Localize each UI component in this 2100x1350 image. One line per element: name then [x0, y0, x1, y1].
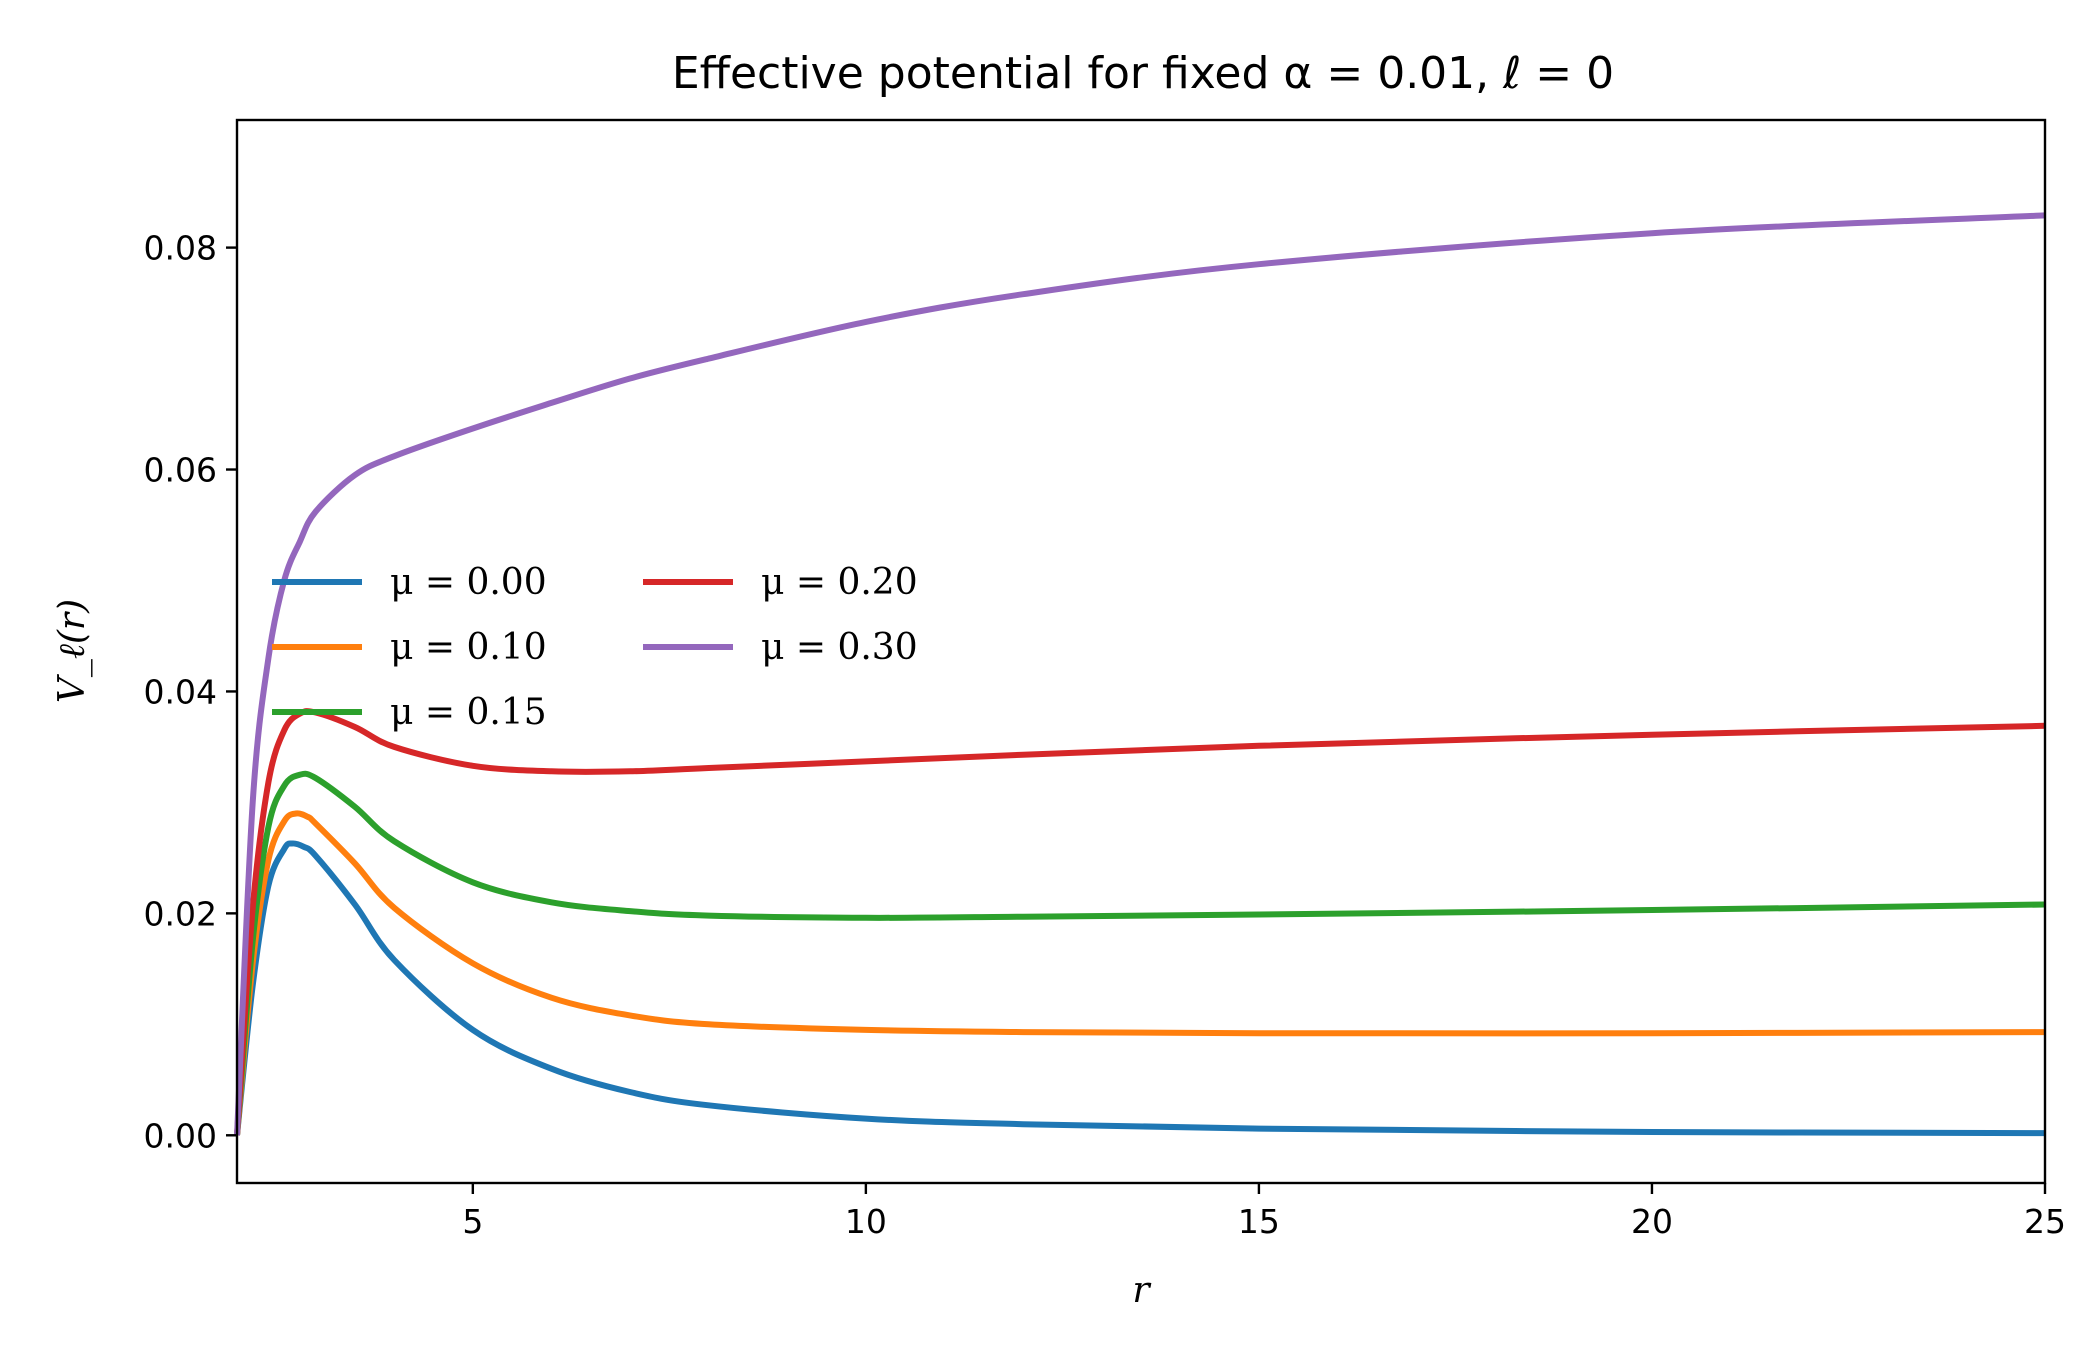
legend-label-0: μ = 0.00: [390, 562, 547, 603]
x-tick-label: 20: [1631, 1202, 1673, 1241]
y-tick-label: 0.06: [144, 451, 217, 490]
x-axis-label: r: [1132, 1270, 1151, 1311]
series-line-2: [234, 770, 2046, 1136]
chart-title: Effective potential for fixed α = 0.01, …: [672, 48, 1614, 99]
x-tick-label: 25: [2024, 1202, 2066, 1241]
y-tick-label: 0.08: [144, 229, 217, 268]
legend-label-3: μ = 0.20: [761, 562, 918, 603]
series-line-1: [234, 810, 2046, 1136]
series-line-0: [234, 840, 2046, 1137]
y-ticks: 0.00 0.02 0.04 0.06 0.08: [144, 229, 237, 1155]
y-axis-label: V_ℓ(r): [52, 599, 93, 703]
plot-frame: [235, 118, 2047, 1185]
x-tick-label: 5: [462, 1202, 483, 1241]
series-line-3: [234, 708, 2046, 1136]
y-tick-label: 0.00: [144, 1116, 217, 1155]
x-tick-label: 15: [1238, 1202, 1280, 1241]
legend-label-4: μ = 0.30: [761, 627, 918, 668]
legend-label-1: μ = 0.10: [390, 627, 547, 668]
y-tick-label: 0.02: [144, 894, 217, 933]
legend-label-2: μ = 0.15: [390, 692, 547, 733]
x-tick-label: 10: [845, 1202, 887, 1241]
plot-lines: [234, 212, 2046, 1137]
x-ticks: 5 10 15 20 25: [462, 1183, 2066, 1241]
series-line-4: [234, 212, 2046, 1136]
legend: μ = 0.00 μ = 0.10 μ = 0.15 μ = 0.20 μ = 0.30: [272, 562, 918, 733]
y-tick-label: 0.04: [144, 672, 217, 711]
